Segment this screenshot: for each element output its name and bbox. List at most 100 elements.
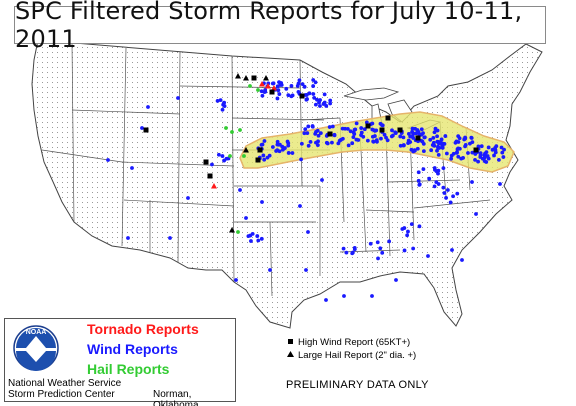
high-wind-report [415, 135, 421, 141]
wind-report [126, 236, 130, 240]
wind-report [351, 135, 356, 140]
state-line [339, 249, 401, 253]
wind-report [302, 84, 307, 89]
wind-report [248, 233, 253, 238]
wind-report [407, 131, 411, 136]
high-wind-report [143, 127, 149, 133]
wind-report [376, 256, 380, 261]
wind-report [401, 135, 406, 140]
tornado-report [259, 81, 265, 87]
wind-report [314, 130, 318, 134]
wind-report [262, 90, 267, 94]
wind-report [324, 104, 329, 108]
wind-report [321, 102, 326, 106]
state-line [121, 161, 235, 167]
wind-report [296, 81, 301, 86]
wind-report [370, 294, 374, 298]
wind-report [315, 97, 319, 102]
wind-report [313, 102, 318, 107]
wind-report [372, 134, 377, 138]
wind-report [311, 84, 316, 88]
wind-report [256, 238, 261, 243]
tornado-report [271, 85, 277, 91]
wind-report [305, 131, 310, 136]
wind-report [442, 191, 447, 195]
wind-report [449, 156, 454, 161]
wind-report [373, 128, 377, 133]
wind-report [130, 166, 134, 170]
wind-report [445, 188, 450, 192]
wind-report [398, 134, 403, 139]
wind-report [419, 127, 424, 132]
wind-report [416, 170, 421, 175]
wind-report [380, 123, 385, 128]
wind-report [275, 139, 280, 144]
wind-report [435, 148, 439, 153]
wind-report [455, 191, 460, 196]
tornado-report [211, 183, 217, 189]
wind-report [352, 127, 357, 132]
wind-report [224, 156, 229, 161]
hail-report [230, 130, 234, 134]
wind-report [432, 184, 437, 189]
wind-report [283, 146, 287, 150]
key-large-hail: Large Hail Report (2" dia. +) [298, 350, 417, 361]
wind-report [459, 156, 464, 161]
wind-report [346, 143, 351, 148]
wind-report [313, 80, 318, 85]
wind-report [456, 134, 461, 138]
wind-report [304, 93, 309, 97]
wind-report [296, 89, 301, 94]
wind-report [365, 138, 370, 143]
legend: NOAA Tornado Reports Wind Reports Hail R… [4, 318, 236, 406]
legend-wind-label: Wind Reports [87, 341, 178, 357]
hail-report [242, 154, 246, 158]
wind-report [310, 124, 315, 128]
wind-report [387, 239, 392, 244]
wind-report [375, 139, 379, 144]
high-wind-report [255, 157, 261, 163]
wind-report [146, 105, 150, 109]
wind-report [354, 121, 359, 126]
high-wind-report [251, 75, 257, 81]
wind-report [238, 188, 242, 192]
wind-report [234, 278, 238, 282]
wind-report [278, 83, 283, 87]
wind-report [440, 144, 445, 149]
state-line [301, 117, 341, 121]
wind-report [314, 140, 318, 145]
wind-report [302, 131, 307, 136]
wind-report [260, 142, 265, 147]
wind-report [406, 229, 410, 234]
wind-report [286, 151, 291, 155]
wind-report [469, 136, 474, 140]
wind-report [277, 92, 282, 96]
wind-report [249, 239, 253, 243]
wind-report [268, 268, 272, 272]
wind-report [306, 230, 310, 234]
wind-report [168, 236, 172, 240]
wind-report [215, 99, 220, 103]
state-line [385, 129, 391, 257]
storm-reports [106, 73, 506, 302]
wind-report [384, 135, 388, 140]
wind-report [444, 196, 448, 200]
wind-report [474, 212, 478, 216]
noaa-logo: NOAA [13, 325, 59, 371]
wind-report [409, 222, 414, 226]
wind-report [456, 154, 461, 159]
wind-report [330, 140, 334, 145]
wind-report [260, 93, 265, 98]
wind-report [210, 162, 214, 167]
state-line [413, 199, 491, 209]
wind-report [289, 94, 294, 99]
wind-report [499, 145, 504, 150]
wind-report [410, 129, 415, 134]
wind-report [389, 134, 394, 139]
wind-report [370, 121, 375, 126]
high-wind-report [269, 89, 275, 95]
wind-report [427, 176, 432, 181]
wind-report [476, 159, 481, 164]
wind-report [432, 130, 437, 135]
